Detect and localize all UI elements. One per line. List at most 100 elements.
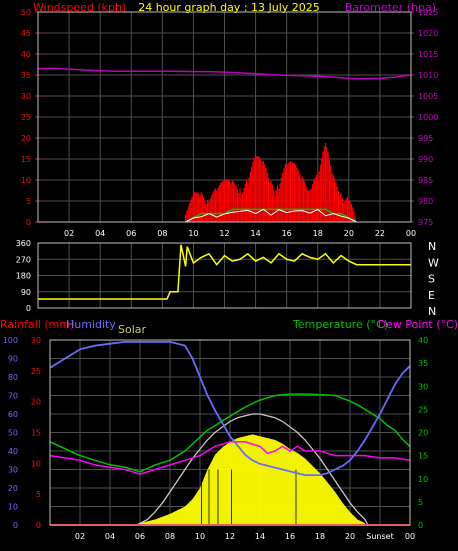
temperature-tick-label: 10 <box>418 475 428 484</box>
dewpoint-axis-title: Dew Point (°C) <box>378 318 458 331</box>
rain-tick-label: 15 <box>31 429 41 438</box>
temperature-tick-label: 35 <box>418 359 428 368</box>
direction-tick-label: 0 <box>26 304 31 313</box>
solar-axis-title: Solar <box>118 323 147 336</box>
wind-bars <box>185 143 356 222</box>
temperature-tick-label: 15 <box>418 452 428 461</box>
wind-tick-label: 35 <box>21 71 31 80</box>
wind-hour-labels: 02 04 06 08 10 12 14 16 18 20 22 00 <box>64 229 416 238</box>
wind-hour-label: 00 <box>406 229 416 238</box>
wind-tick-label: 30 <box>21 92 31 101</box>
barometer-tick-label: 1005 <box>418 92 438 101</box>
wind-hour-label: 20 <box>344 229 354 238</box>
compass-label: W <box>428 256 439 269</box>
climate-hour-label: Sunset <box>366 532 393 541</box>
climate-hour-label: 04 <box>105 532 115 541</box>
wind-tick-label: 25 <box>21 113 31 122</box>
climate-hour-label: 20 <box>345 532 355 541</box>
humidity-line <box>49 341 411 476</box>
wind-direction-line <box>38 244 411 300</box>
dewpoint-line <box>49 441 411 475</box>
humidity-tick-label: 40 <box>8 447 18 456</box>
rain-axis-ticks: 0 5 10 15 20 25 30 <box>31 336 41 530</box>
solar-theoretical-line <box>136 413 369 526</box>
wind-hour-label: 02 <box>64 229 74 238</box>
wind-tick-label: 20 <box>21 134 31 143</box>
climate-hour-label: 14 <box>255 532 265 541</box>
rain-tick-label: 20 <box>31 398 41 407</box>
direction-plot-border <box>37 242 412 309</box>
wind-hour-label: 08 <box>157 229 167 238</box>
barometer-tick-label: 990 <box>418 155 433 164</box>
barometer-tick-label: 1025 <box>418 8 438 17</box>
wind-hour-label: 16 <box>282 229 292 238</box>
humidity-tick-label: 80 <box>8 373 18 382</box>
humidity-axis-ticks: 0 10 20 30 40 50 60 70 80 90 100 <box>3 336 18 530</box>
solar-area <box>140 434 365 525</box>
wind-axis-ticks: 0 5 10 15 20 25 30 35 40 45 50 <box>21 8 38 227</box>
wind-axis-title: Windspeed (kph) <box>33 1 126 14</box>
wind-plot-border <box>37 11 412 223</box>
humidity-tick-label: 0 <box>13 521 18 530</box>
wind-average-line <box>185 208 357 223</box>
humidity-tick-label: 90 <box>8 355 18 364</box>
barometer-tick-label: 1000 <box>418 113 438 122</box>
humidity-tick-label: 100 <box>3 336 18 345</box>
barometer-axis-title: Barometer (hpa) <box>345 1 436 14</box>
climate-hour-labels: 02 04 06 08 10 12 14 16 18 20 Sunset 00 <box>75 532 415 541</box>
barometer-tick-label: 1020 <box>418 29 438 38</box>
climate-hour-label: 08 <box>165 532 175 541</box>
compass-label: S <box>428 273 435 286</box>
barometer-tick-label: 1015 <box>418 50 438 59</box>
climate-plot-border <box>49 339 411 526</box>
climate-hour-label: 06 <box>135 532 145 541</box>
barometer-line <box>37 67 412 80</box>
wind-hour-label: 10 <box>188 229 198 238</box>
wind-tick-label: 40 <box>21 50 31 59</box>
direction-tick-label: 90 <box>21 288 31 297</box>
wind-hour-label: 14 <box>250 229 260 238</box>
wind-lull-line <box>185 208 357 223</box>
wind-hour-label: 12 <box>219 229 229 238</box>
climate-hour-label: 00 <box>405 532 415 541</box>
wind-tick-label: 15 <box>21 155 31 164</box>
compass-label: N <box>428 240 436 253</box>
humidity-tick-label: 50 <box>8 429 18 438</box>
wind-tick-label: 50 <box>21 8 31 17</box>
direction-tick-label: 270 <box>16 255 31 264</box>
wind-tick-label: 5 <box>26 197 31 206</box>
humidity-tick-label: 10 <box>8 503 18 512</box>
wind-tick-label: 0 <box>26 218 31 227</box>
wind-hour-label: 06 <box>126 229 136 238</box>
barometer-tick-label: 985 <box>418 176 433 185</box>
rain-axis-title: Rainfall (mm) <box>0 318 74 331</box>
compass-label: E <box>428 289 435 302</box>
barometer-tick-label: 995 <box>418 134 433 143</box>
humidity-tick-label: 30 <box>8 466 18 475</box>
humidity-tick-label: 20 <box>8 484 18 493</box>
barometer-tick-label: 975 <box>418 218 433 227</box>
rain-tick-label: 0 <box>36 521 41 530</box>
temperature-tick-label: 20 <box>418 429 428 438</box>
rain-tick-label: 10 <box>31 459 41 468</box>
climate-hour-label: 18 <box>315 532 325 541</box>
temperature-tick-label: 25 <box>418 405 428 414</box>
temperature-tick-label: 40 <box>418 336 428 345</box>
compass-label: N <box>428 305 436 318</box>
wind-tick-label: 10 <box>21 176 31 185</box>
humidity-axis-title: Humidity <box>66 318 116 331</box>
direction-line <box>38 244 411 300</box>
temperature-tick-label: 0 <box>418 521 423 530</box>
humidity-tick-label: 70 <box>8 392 18 401</box>
direction-grid <box>38 243 412 308</box>
climate-hour-label: 10 <box>195 532 205 541</box>
humidity-tick-label: 60 <box>8 410 18 419</box>
climate-hour-label: 12 <box>225 532 235 541</box>
wind-hour-label: 18 <box>313 229 323 238</box>
temperature-tick-label: 5 <box>418 498 423 507</box>
barometer-tick-label: 1010 <box>418 71 438 80</box>
solar-area-fill <box>140 434 365 525</box>
